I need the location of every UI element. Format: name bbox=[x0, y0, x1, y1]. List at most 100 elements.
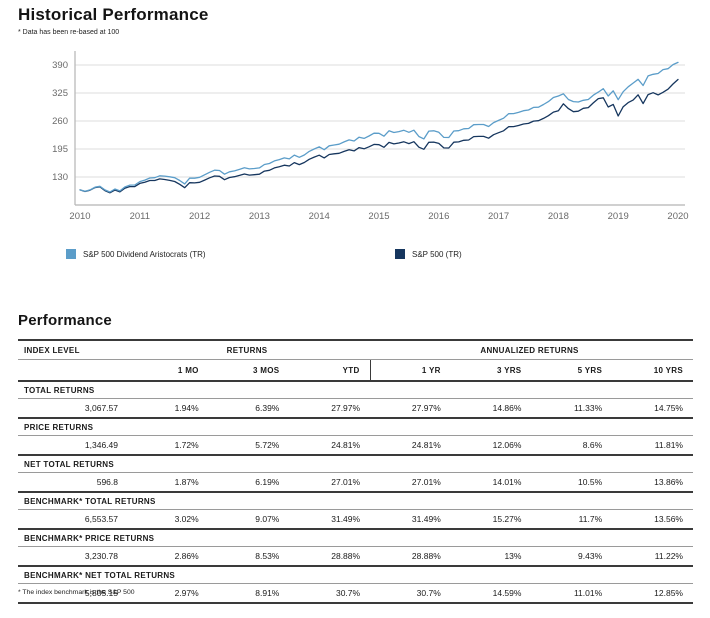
return-value: 31.49% bbox=[289, 509, 371, 530]
return-value: 24.81% bbox=[289, 435, 371, 456]
section-values-row: 1,346.49 1.72% 5.72% 24.81% 24.81% 12.06% 8.6%… bbox=[18, 435, 693, 456]
return-value: 30.7% bbox=[289, 583, 371, 604]
col-header-10-yrs: 10 YRS bbox=[612, 359, 693, 382]
return-value: 6.39% bbox=[208, 398, 290, 419]
return-value: 14.86% bbox=[450, 398, 532, 419]
return-value: 6.19% bbox=[208, 472, 290, 493]
col-header-ytd: YTD bbox=[289, 359, 371, 382]
return-value: 11.33% bbox=[531, 398, 613, 419]
return-value: 11.01% bbox=[531, 583, 613, 604]
return-value: 2.97% bbox=[128, 583, 209, 604]
section-values-row: 3,067.57 1.94% 6.39% 27.97% 27.97% 14.86% 11.3… bbox=[18, 398, 693, 419]
returns-group-header: RETURNS bbox=[128, 339, 371, 360]
x-axis-tick-label: 2013 bbox=[249, 211, 270, 222]
section-label-row: BENCHMARK* PRICE RETURNS bbox=[18, 529, 693, 547]
section-label-row: NET TOTAL RETURNS bbox=[18, 455, 693, 473]
return-value: 12.85% bbox=[612, 583, 693, 604]
index-level-value: 5,805.15 bbox=[18, 583, 128, 604]
legend-item-aristocrats: S&P 500 Dividend Aristocrats (TR) bbox=[66, 249, 206, 259]
benchmark-footnote: * The index benchmark is the S&P 500 bbox=[18, 589, 135, 596]
section-label: PRICE RETURNS bbox=[18, 418, 693, 436]
return-value: 1.94% bbox=[128, 398, 209, 419]
return-value: 27.97% bbox=[289, 398, 371, 419]
x-axis-tick-label: 2012 bbox=[189, 211, 210, 222]
col-header-3-mos: 3 MOS bbox=[208, 359, 290, 382]
return-value: 3.02% bbox=[128, 509, 209, 530]
index-level-value: 1,346.49 bbox=[18, 435, 128, 456]
y-axis-tick-label: 325 bbox=[52, 88, 68, 99]
return-value: 2.86% bbox=[128, 546, 209, 567]
section-label: BENCHMARK* NET TOTAL RETURNS bbox=[18, 566, 693, 584]
x-axis-tick-label: 2010 bbox=[69, 211, 90, 222]
section-values-row: 6,553.57 3.02% 9.07% 31.49% 31.49% 15.27% 11.7… bbox=[18, 509, 693, 530]
col-header-1-mo: 1 MO bbox=[128, 359, 209, 382]
section-values-row: 596.8 1.87% 6.19% 27.01% 27.01% 14.01% 10.5% 13… bbox=[18, 472, 693, 493]
return-value: 13% bbox=[450, 546, 532, 567]
sp500-series-line bbox=[79, 78, 679, 194]
return-value: 27.01% bbox=[289, 472, 371, 493]
section-label: TOTAL RETURNS bbox=[18, 381, 693, 399]
rebase-footnote: * Data has been re-based at 100 bbox=[18, 29, 120, 36]
index-level-header: INDEX LEVEL bbox=[18, 339, 128, 360]
historical-performance-chart: 130 195 260 325 390 2010 2011 2012 2013 2014 2015 2… bbox=[10, 43, 700, 228]
index-level-value: 6,553.57 bbox=[18, 509, 128, 530]
section-label: BENCHMARK* TOTAL RETURNS bbox=[18, 492, 693, 510]
return-value: 28.88% bbox=[289, 546, 371, 567]
column-header-row: 1 MO 3 MOS YTD 1 YR 3 YRS 5 YRS 10 YRS bbox=[18, 359, 693, 382]
return-value: 30.7% bbox=[370, 583, 451, 604]
return-value: 13.56% bbox=[612, 509, 693, 530]
index-level-value: 3,230.78 bbox=[18, 546, 128, 567]
aristocrats-swatch-icon bbox=[66, 249, 76, 259]
return-value: 8.6% bbox=[531, 435, 613, 456]
return-value: 14.75% bbox=[612, 398, 693, 419]
return-value: 15.27% bbox=[450, 509, 532, 530]
return-value: 8.91% bbox=[208, 583, 290, 604]
col-header-3-yrs: 3 YRS bbox=[450, 359, 532, 382]
y-axis-tick-label: 390 bbox=[52, 60, 68, 71]
x-axis-tick-label: 2014 bbox=[309, 211, 330, 222]
return-value: 31.49% bbox=[370, 509, 451, 530]
x-axis-tick-label: 2018 bbox=[548, 211, 569, 222]
legend-label: S&P 500 Dividend Aristocrats (TR) bbox=[83, 249, 206, 259]
section-label-row: BENCHMARK* NET TOTAL RETURNS bbox=[18, 566, 693, 584]
return-value: 14.59% bbox=[450, 583, 532, 604]
x-axis-tick-label: 2011 bbox=[130, 211, 150, 222]
index-level-value: 596.8 bbox=[18, 472, 128, 493]
return-value: 13.86% bbox=[612, 472, 693, 493]
section-label: BENCHMARK* PRICE RETURNS bbox=[18, 529, 693, 547]
legend-label: S&P 500 (TR) bbox=[412, 249, 462, 259]
annualized-returns-group-header: ANNUALIZED RETURNS bbox=[370, 339, 693, 360]
return-value: 9.43% bbox=[531, 546, 613, 567]
section-label-row: TOTAL RETURNS bbox=[18, 381, 693, 399]
return-value: 11.81% bbox=[612, 435, 693, 456]
col-header-1-yr: 1 YR bbox=[369, 359, 451, 382]
return-value: 5.72% bbox=[208, 435, 290, 456]
x-axis-tick-label: 2020 bbox=[667, 211, 688, 222]
col-header-5-yrs: 5 YRS bbox=[531, 359, 613, 382]
return-value: 12.06% bbox=[450, 435, 532, 456]
section-values-row: 5,805.15 2.97% 8.91% 30.7% 30.7% 14.59% 11.01%… bbox=[18, 583, 693, 604]
return-value: 1.72% bbox=[128, 435, 209, 456]
page-title: Historical Performance bbox=[18, 5, 209, 24]
return-value: 11.7% bbox=[531, 509, 613, 530]
return-value: 8.53% bbox=[208, 546, 290, 567]
line-chart-svg: 130 195 260 325 390 2010 2011 2012 2013 2014 2015 2… bbox=[52, 51, 689, 222]
x-axis-tick-label: 2015 bbox=[368, 211, 389, 222]
x-axis-tick-label: 2016 bbox=[428, 211, 449, 222]
legend-item-sp500: S&P 500 (TR) bbox=[395, 249, 462, 259]
section-label-row: PRICE RETURNS bbox=[18, 418, 693, 436]
return-value: 1.87% bbox=[128, 472, 209, 493]
return-value: 14.01% bbox=[450, 472, 532, 493]
section-values-row: 3,230.78 2.86% 8.53% 28.88% 28.88% 13% 9.43% 11… bbox=[18, 546, 693, 567]
y-axis-tick-label: 260 bbox=[52, 116, 68, 127]
return-value: 27.97% bbox=[370, 398, 451, 419]
return-value: 24.81% bbox=[370, 435, 451, 456]
performance-section-title: Performance bbox=[18, 312, 112, 329]
sp500-swatch-icon bbox=[395, 249, 405, 259]
return-value: 10.5% bbox=[531, 472, 613, 493]
chart-legend: S&P 500 Dividend Aristocrats (TR) S&P 50… bbox=[0, 248, 710, 262]
section-label-row: BENCHMARK* TOTAL RETURNS bbox=[18, 492, 693, 510]
y-axis-tick-label: 195 bbox=[52, 144, 68, 155]
empty-header-cell bbox=[18, 359, 128, 382]
